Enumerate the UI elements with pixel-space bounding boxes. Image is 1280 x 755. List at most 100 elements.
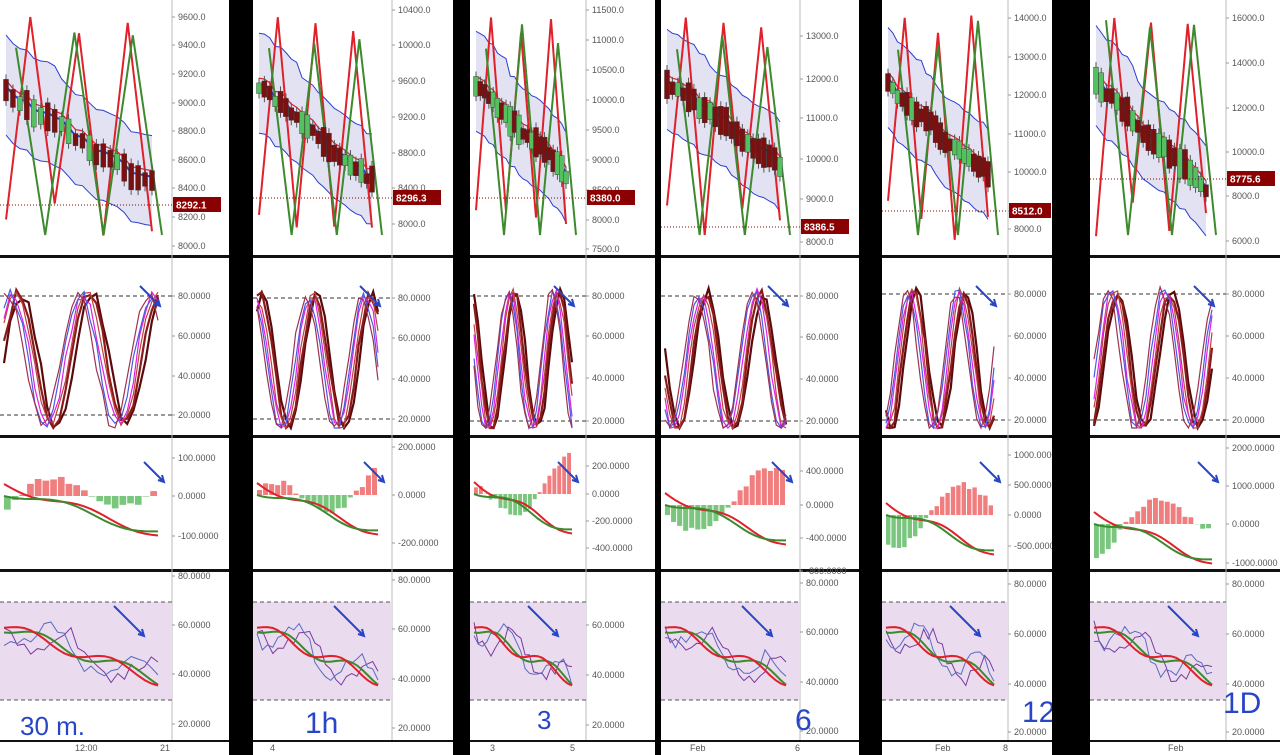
macd-tick-label: 1000.0000: [1232, 481, 1275, 491]
candle-down: [712, 106, 719, 128]
price-tick-label: 9400.0: [178, 40, 206, 50]
band-lower-line: [887, 127, 989, 220]
candle-down: [277, 91, 284, 113]
price-tick-label: 13000.0: [1014, 52, 1047, 62]
rsi-tick-label: 20.0000: [1232, 727, 1265, 737]
price-tick-label: 9600.0: [398, 76, 426, 86]
macd-histogram-bar: [329, 495, 335, 514]
macd-histogram-bar: [1176, 507, 1182, 524]
price-tick-label: 12000.0: [1232, 103, 1265, 113]
macd-histogram-bar: [281, 480, 287, 495]
price-tick-label: 8000.0: [1014, 224, 1042, 234]
macd-histogram-bar: [902, 515, 907, 548]
price-tick-label: 10000.0: [806, 154, 839, 164]
rsi-zone: [470, 602, 586, 700]
stoch-line: [3, 291, 159, 427]
x-axis-tick-label: 3: [490, 743, 495, 753]
rsi-line: [1093, 630, 1213, 686]
macd-histogram-bar: [547, 475, 552, 494]
macd-histogram-bar: [88, 496, 96, 497]
annotation-arrow: [143, 461, 166, 484]
macd-histogram-bar: [967, 489, 972, 515]
price-tick-label: 12000.0: [1014, 90, 1047, 100]
macd-histogram-bar: [65, 483, 73, 496]
macd-histogram-bar: [671, 505, 677, 522]
section-divider: [1090, 255, 1280, 258]
price-chart: [470, 17, 586, 236]
last-price-tag: [173, 197, 221, 212]
rsi-tick-label: 80.0000: [178, 571, 211, 581]
stoch-line: [1093, 289, 1213, 429]
price-tick-label: 13000.0: [806, 31, 839, 41]
macd-histogram-bar: [683, 505, 689, 531]
band-lower-line: [5, 134, 153, 227]
macd-histogram-bar: [323, 495, 329, 513]
stoch-line: [663, 287, 788, 431]
stoch-tick-label: 80.0000: [398, 293, 431, 303]
timeframe-note: 1h: [305, 707, 338, 740]
price-tick-label: 9200.0: [398, 112, 426, 122]
macd-histogram-bar: [940, 496, 945, 515]
stoch-tick-label: 40.0000: [1014, 373, 1047, 383]
stoch-line: [664, 286, 787, 430]
macd-histogram-bar: [695, 505, 701, 530]
stoch-tick-label: 60.0000: [592, 331, 625, 341]
stoch-tick-label: 40.0000: [178, 371, 211, 381]
rsi-line: [885, 630, 995, 686]
stoch-tick-label: 20.0000: [592, 416, 625, 426]
price-tick-label: 10000.0: [398, 40, 431, 50]
stoch-line: [885, 290, 996, 430]
annotation-arrow: [1197, 461, 1220, 484]
macd-histogram-bar: [562, 456, 567, 494]
zigzag-red-line: [666, 17, 781, 236]
stoch-tick-label: 60.0000: [398, 333, 431, 343]
macd-tick-label: 200.0000: [398, 442, 436, 452]
candle-down: [691, 88, 697, 111]
candle-down: [79, 133, 86, 149]
section-divider: [882, 255, 1052, 258]
macd-histogram-bar: [341, 495, 347, 508]
candle-down: [51, 109, 58, 133]
stoch-tick-label: 20.0000: [398, 414, 431, 424]
price-tick-label: 10000.0: [1232, 147, 1265, 157]
stoch-tick-label: 60.0000: [806, 332, 839, 342]
macd-histogram-bar: [96, 496, 104, 502]
section-divider: [0, 740, 229, 742]
candle-down: [142, 172, 148, 187]
macd-tick-label: 0.0000: [398, 490, 426, 500]
macd-tick-label: -400.0000: [592, 543, 633, 553]
price-chart: [1090, 17, 1226, 237]
chart-svg: 16000.0 14000.0 12000.0 10000.0 8000.0 6000.0…: [1090, 0, 1280, 753]
price-tick-label: 16000.0: [1232, 13, 1265, 23]
rsi-line: [664, 626, 787, 684]
last-price-value: 8292.1: [176, 201, 207, 212]
macd-histogram-bar: [779, 469, 785, 505]
macd-histogram-bar: [27, 483, 34, 496]
stoch-line: [3, 290, 159, 428]
macd-tick-label: -400.0000: [806, 533, 847, 543]
macd-histogram-bar: [523, 494, 527, 512]
macd-histogram-bar: [1164, 501, 1170, 524]
rsi-tick-label: 60.0000: [1014, 629, 1047, 639]
stoch-tick-label: 40.0000: [1232, 373, 1265, 383]
macd-histogram-bar: [719, 505, 725, 514]
rsi-line: [3, 630, 159, 686]
macd-histogram-bar: [761, 468, 767, 505]
stoch-line: [473, 288, 573, 430]
macd-histogram-bar: [913, 515, 918, 537]
zigzag-red-line: [258, 17, 373, 228]
chart-svg: 11500.0 11000.0 10500.0 10000.0 9500.0 9000.0…: [470, 0, 655, 753]
stoch-line: [3, 287, 159, 428]
candle-up: [1114, 92, 1120, 111]
stoch-tick-label: 60.0000: [178, 331, 211, 341]
rsi-tick-label: 80.0000: [1232, 579, 1265, 589]
rsi-line: [256, 626, 379, 687]
macd-histogram-bar: [127, 496, 134, 504]
macd-histogram-bar: [1094, 524, 1099, 559]
macd-histogram-bar: [4, 496, 11, 510]
rsi-line: [256, 622, 379, 682]
macd-histogram-bar: [1105, 524, 1111, 550]
macd-histogram-bar: [335, 495, 341, 509]
rsi-tick-label: 40.0000: [592, 670, 625, 680]
rsi-line: [885, 622, 995, 682]
